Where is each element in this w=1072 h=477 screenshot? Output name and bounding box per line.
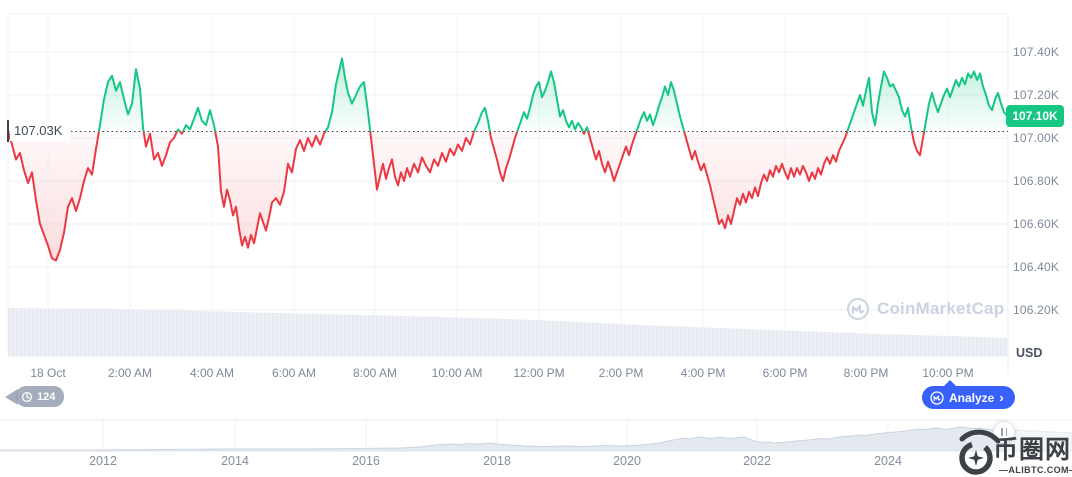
y-axis-label: 107.00K bbox=[1013, 131, 1060, 145]
history-count-badge[interactable]: 124 bbox=[16, 386, 65, 407]
brand-swirl-icon bbox=[956, 425, 1001, 477]
x-axis-label: 4:00 AM bbox=[189, 366, 235, 380]
baseline-price-label: 107.03K bbox=[10, 121, 70, 141]
x-axis-label: 8:00 PM bbox=[843, 366, 889, 380]
x-axis-label: 2:00 AM bbox=[107, 366, 153, 380]
analyze-tooltip-pointer bbox=[943, 380, 957, 387]
brand-domain: —ALIBTC.COM— bbox=[999, 465, 1072, 475]
y-axis-label: 107.20K bbox=[1013, 88, 1060, 102]
analyze-label: Analyze bbox=[949, 390, 995, 405]
history-badge-pointer bbox=[5, 389, 18, 405]
x-axis-label: 8:00 AM bbox=[352, 366, 398, 380]
navigator-year-label: 2020 bbox=[613, 454, 641, 468]
navigator-year-label: 2024 bbox=[874, 454, 902, 468]
timeline-navigator[interactable] bbox=[0, 419, 1072, 452]
x-axis-label: 4:00 PM bbox=[680, 366, 726, 380]
watermark: CoinMarketCap bbox=[846, 297, 1004, 321]
volume-bars bbox=[8, 308, 1008, 356]
navigator-year-label: 2016 bbox=[352, 454, 380, 468]
price-line-down bbox=[8, 131, 926, 262]
price-line-up bbox=[8, 57, 1008, 132]
y-axis-label: 106.40K bbox=[1013, 260, 1060, 274]
x-axis-label: 12:00 PM bbox=[513, 366, 565, 380]
navigator-year-label: 2022 bbox=[743, 454, 771, 468]
x-axis-label: 18 Oct bbox=[30, 366, 66, 380]
x-axis-label: 6:00 PM bbox=[762, 366, 808, 380]
history-count: 124 bbox=[37, 390, 56, 403]
navigator-area-chart bbox=[0, 426, 1072, 452]
pause-bars-icon bbox=[1001, 428, 1003, 436]
y-axis-label: 106.20K bbox=[1013, 303, 1060, 317]
baseline-tick bbox=[7, 120, 9, 142]
axis-unit-label: USD bbox=[1016, 346, 1043, 360]
navigator-year-label: 2014 bbox=[221, 454, 249, 468]
y-axis-label: 106.80K bbox=[1013, 174, 1060, 188]
x-axis-label: 10:00 AM bbox=[431, 366, 483, 380]
x-axis-label: 6:00 AM bbox=[271, 366, 317, 380]
main-chart[interactable] bbox=[7, 13, 1009, 372]
x-axis-label: 10:00 PM bbox=[922, 366, 974, 380]
y-axis-label: 107.40K bbox=[1013, 45, 1060, 59]
clock-icon bbox=[21, 391, 33, 403]
chevron-right-icon: › bbox=[999, 390, 1004, 405]
current-price-badge: 107.10K bbox=[1006, 105, 1064, 127]
x-axis-label: 2:00 PM bbox=[598, 366, 644, 380]
navigator-year-label: 2012 bbox=[89, 454, 117, 468]
coinmarketcap-badge-icon bbox=[930, 390, 944, 405]
y-axis-label: 106.60K bbox=[1013, 217, 1060, 231]
coinmarketcap-logo-icon bbox=[846, 297, 870, 321]
pause-bars-icon bbox=[1005, 428, 1007, 436]
navigator-range-handle[interactable] bbox=[993, 421, 1015, 443]
watermark-text: CoinMarketCap bbox=[877, 299, 1005, 318]
site-brand: 币圈网 —ALIBTC.COM— bbox=[956, 425, 1072, 477]
analyze-button[interactable]: Analyze › bbox=[922, 386, 1015, 409]
navigator-year-label: 2018 bbox=[483, 454, 511, 468]
brand-name: 币圈网 bbox=[993, 436, 1072, 464]
